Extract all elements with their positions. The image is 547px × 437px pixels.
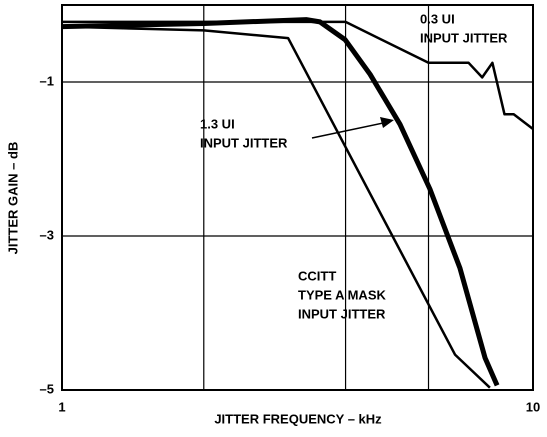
annotation: INPUT JITTER <box>200 135 288 150</box>
annotation: INPUT JITTER <box>420 30 508 45</box>
y-axis-label: JITTER GAIN – dB <box>5 142 20 255</box>
y-tick-label: –1 <box>40 73 54 88</box>
plot-frame <box>61 4 534 391</box>
annotation: 1.3 UI <box>200 116 235 131</box>
annotation: TYPE A MASK <box>298 287 386 302</box>
y-tick-label: –3 <box>40 227 54 242</box>
arrow-shaft <box>311 121 389 139</box>
annotation: 0.3 UI <box>420 11 455 26</box>
x-axis-label: JITTER FREQUENCY – kHz <box>214 411 382 426</box>
annotation: INPUT JITTER <box>298 306 386 321</box>
arrow-head <box>380 117 394 128</box>
series-line <box>61 25 491 389</box>
series-line <box>62 20 534 130</box>
series-line <box>61 17 500 387</box>
x-tick-label: 1 <box>58 399 65 414</box>
annotation: CCITT <box>298 268 336 283</box>
x-tick-label: 10 <box>526 399 540 414</box>
y-tick-label: –5 <box>40 381 54 396</box>
